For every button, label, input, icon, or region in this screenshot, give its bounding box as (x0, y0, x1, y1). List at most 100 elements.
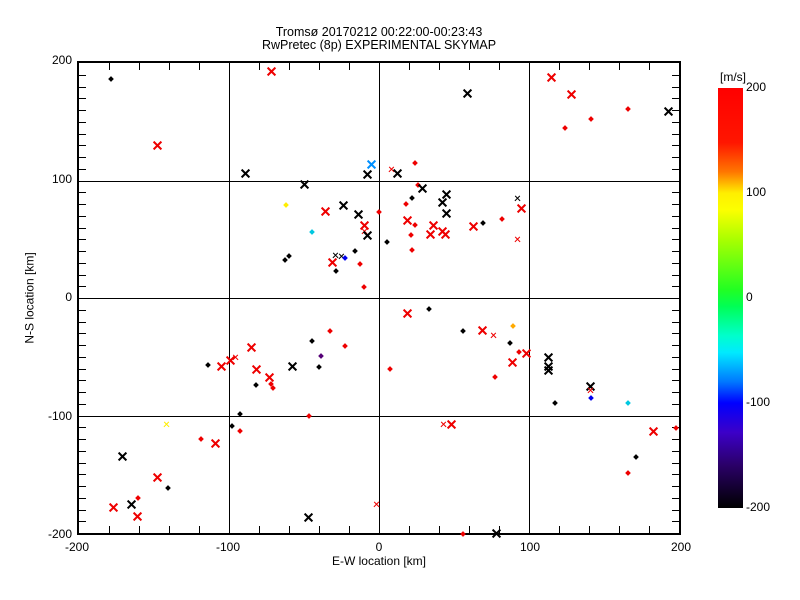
y-minor-tick (79, 486, 86, 487)
data-point (517, 204, 526, 213)
data-point (286, 252, 292, 259)
data-point (383, 238, 390, 245)
data-point (386, 365, 393, 372)
data-point (367, 160, 376, 169)
y-minor-tick (79, 450, 86, 452)
x-minor-tick (349, 63, 350, 70)
data-point (544, 366, 553, 375)
y-minor-tick (672, 110, 679, 111)
x-minor-tick (319, 526, 320, 533)
data-point (625, 105, 631, 112)
y-minor-tick (79, 497, 86, 499)
data-point (252, 365, 261, 374)
data-point (236, 427, 243, 434)
y-minor-tick (79, 274, 86, 276)
y-minor-tick (79, 321, 86, 323)
data-point (308, 338, 315, 345)
y-minor-tick (79, 133, 86, 135)
data-point (109, 503, 118, 512)
y-minor-tick (672, 486, 679, 487)
data-point (418, 184, 427, 193)
data-point (447, 420, 456, 429)
y-minor-tick (672, 74, 679, 76)
y-minor-tick (672, 215, 679, 217)
x-minor-tick (649, 63, 650, 70)
y-minor-tick (672, 121, 679, 123)
y-minor-tick (79, 439, 86, 440)
plot-title-line1: Tromsø 20170212 00:22:00-00:23:43 (275, 25, 483, 39)
data-point (515, 349, 522, 355)
y-minor-tick (79, 157, 86, 158)
y-minor-tick (79, 392, 86, 393)
y-minor-tick (672, 462, 679, 464)
data-point (253, 382, 259, 388)
data-point (442, 209, 451, 218)
x-minor-tick (559, 63, 560, 70)
x-minor-tick (619, 526, 620, 533)
y-minor-tick (672, 474, 679, 476)
y-minor-tick (672, 380, 679, 382)
x-minor-tick (169, 526, 170, 533)
data-point (354, 210, 363, 219)
data-point (625, 470, 631, 476)
y-axis-title: N-S location [km] (22, 252, 37, 344)
data-point (562, 124, 568, 131)
data-point (425, 305, 432, 312)
x-tick-label: 0 (375, 540, 383, 554)
y-minor-tick (79, 309, 86, 311)
y-tick-label: 100 (51, 172, 72, 186)
data-point (409, 195, 415, 201)
data-point (499, 216, 505, 223)
data-point (522, 349, 531, 358)
data-point (489, 331, 498, 340)
data-point (328, 258, 337, 267)
y-minor-tick (672, 450, 679, 452)
y-minor-tick (672, 286, 679, 288)
data-point (492, 529, 501, 538)
data-point (231, 353, 240, 362)
y-minor-tick (79, 251, 86, 252)
data-point (127, 500, 136, 509)
data-point (491, 373, 498, 380)
data-point (664, 107, 673, 116)
data-point (463, 89, 472, 98)
y-minor-tick (79, 239, 86, 241)
y-tick-label: -200 (47, 527, 72, 541)
data-point (288, 362, 297, 371)
y-minor-tick (672, 251, 679, 252)
y-minor-tick (79, 509, 86, 511)
x-minor-tick (289, 63, 290, 70)
colorbar-tick-label: -200 (746, 500, 771, 514)
x-minor-tick (169, 63, 170, 70)
data-point (316, 364, 322, 371)
x-minor-tick (469, 526, 470, 533)
x-minor-tick (589, 63, 590, 70)
x-minor-tick (259, 526, 260, 533)
data-point (361, 284, 367, 291)
y-tick-label: 0 (65, 290, 72, 304)
data-point (281, 257, 288, 264)
x-minor-tick (319, 63, 320, 70)
x-tick-label: 200 (670, 540, 692, 554)
data-point (321, 207, 330, 216)
colorbar-tick-label: 200 (746, 80, 767, 94)
colorbar-tick-label: -100 (746, 395, 771, 409)
data-point (403, 309, 412, 318)
y-minor-tick (672, 309, 679, 311)
y-minor-tick (79, 215, 86, 217)
x-minor-tick (409, 526, 410, 533)
y-minor-tick (79, 192, 86, 194)
x-minor-tick (439, 63, 440, 70)
y-minor-tick (672, 509, 679, 511)
data-point (164, 485, 171, 492)
data-point (438, 198, 447, 207)
y-minor-tick (672, 227, 679, 229)
y-minor-tick (79, 474, 86, 476)
y-minor-tick (79, 74, 86, 76)
y-minor-tick (672, 368, 679, 370)
data-point (247, 343, 256, 352)
y-minor-tick (672, 333, 679, 335)
plot-title: Tromsø 20170212 00:22:00-00:23:43 RwPret… (0, 26, 758, 52)
data-point (632, 453, 639, 460)
